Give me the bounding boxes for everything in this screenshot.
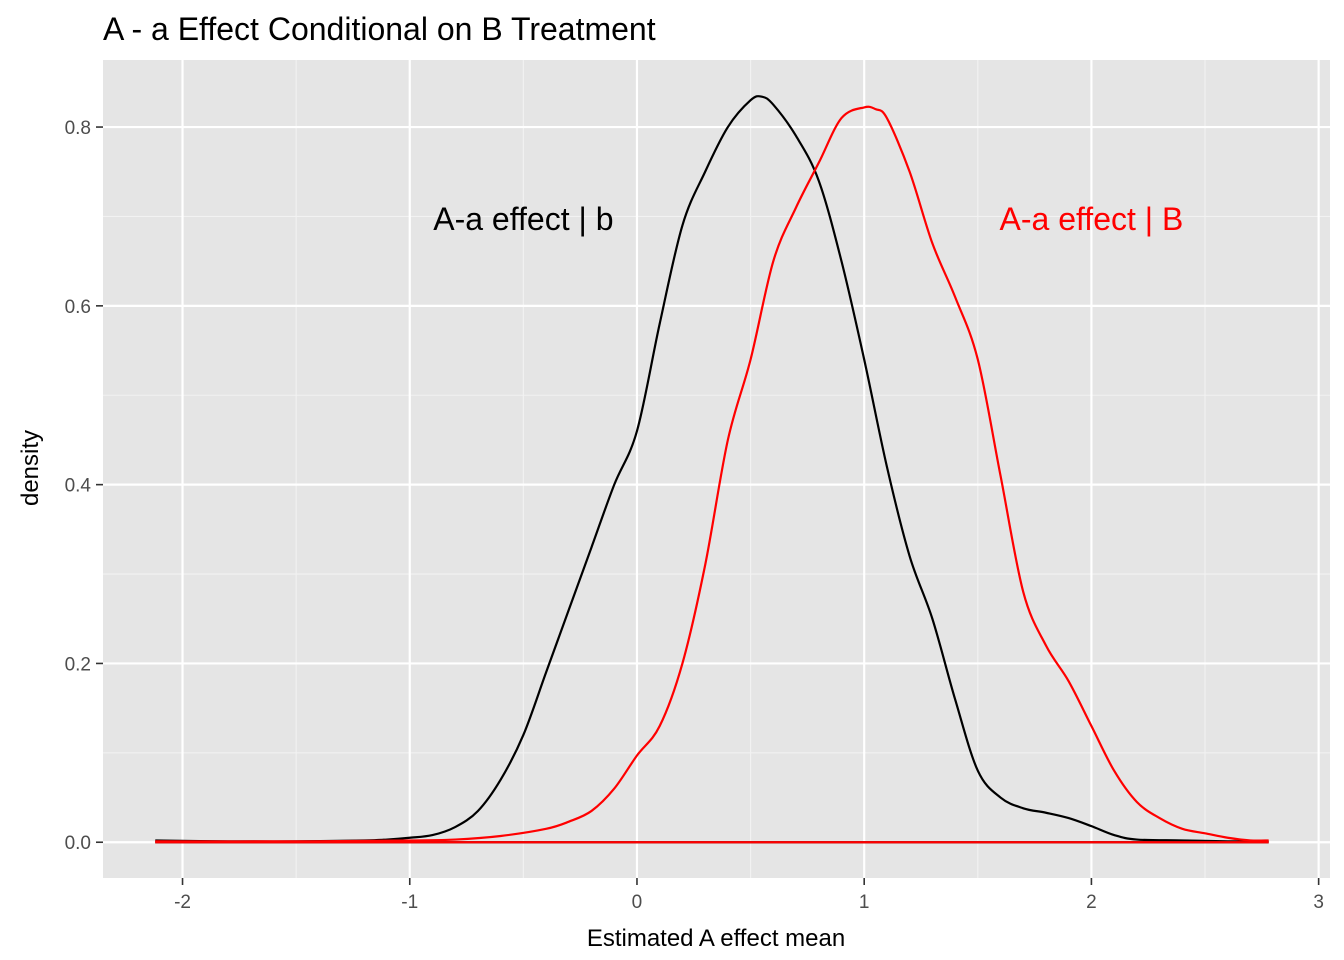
x-tick-label: 1 xyxy=(859,892,870,913)
density-curve-1 xyxy=(155,95,1269,843)
y-tick-label: 0.6 xyxy=(65,297,91,318)
curve-annotation-1: A-a effect | b xyxy=(433,201,613,237)
y-axis: 0.0 0.2 0.4 0.6 0.8 xyxy=(65,118,103,854)
y-axis-label: density xyxy=(17,430,44,506)
x-tick-label: 0 xyxy=(632,892,643,913)
y-tick-label: 0.0 xyxy=(65,833,91,854)
x-tick-label: -2 xyxy=(174,892,191,913)
y-tick-label: 0.2 xyxy=(65,654,91,675)
x-axis: -2 -1 0 1 2 3 xyxy=(174,878,1324,913)
x-axis-label: Estimated A effect mean xyxy=(587,925,845,952)
curve-annotations: A-a effect | b A-a effect | B xyxy=(433,201,1183,237)
density-curve-2 xyxy=(155,105,1269,843)
chart-title: A - a Effect Conditional on B Treatment xyxy=(103,11,656,47)
x-tick-label: -1 xyxy=(401,892,418,913)
minor-gridlines xyxy=(103,60,1330,878)
x-tick-label: 3 xyxy=(1313,892,1324,913)
plot-panel xyxy=(103,60,1330,878)
major-gridlines xyxy=(103,60,1330,878)
x-tick-label: 2 xyxy=(1086,892,1097,913)
y-tick-label: 0.4 xyxy=(65,476,92,497)
y-tick-label: 0.8 xyxy=(65,118,91,139)
curve-annotation-2: A-a effect | B xyxy=(1000,201,1184,237)
density-curves xyxy=(155,95,1269,844)
